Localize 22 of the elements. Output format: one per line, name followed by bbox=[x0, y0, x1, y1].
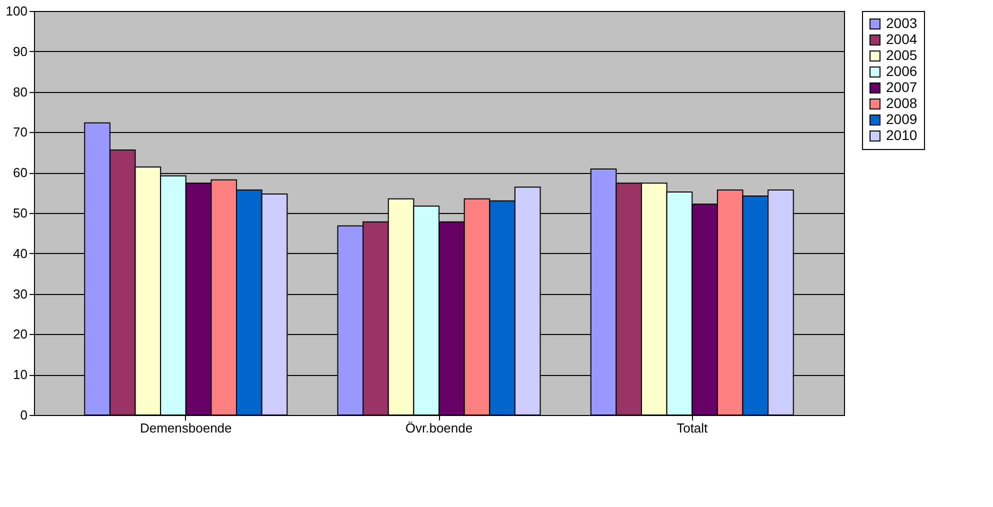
y-tick-label: 90 bbox=[13, 44, 28, 59]
legend-label: 2009 bbox=[886, 111, 918, 127]
legend-label: 2008 bbox=[886, 95, 918, 111]
y-tick-label: 100 bbox=[6, 4, 28, 18]
y-tick-label: 80 bbox=[13, 84, 28, 100]
y-tick-label: 10 bbox=[13, 367, 28, 382]
y-tick-label: 20 bbox=[13, 326, 28, 342]
legend-label: 2005 bbox=[886, 47, 918, 63]
legend-label: 2003 bbox=[886, 15, 918, 31]
legend-label: 2006 bbox=[886, 63, 918, 79]
x-tick-label: Övr.boende bbox=[405, 420, 473, 436]
x-tick-label: Totalt bbox=[676, 420, 708, 436]
y-tick-label: 40 bbox=[13, 246, 28, 261]
y-tick-label: 60 bbox=[13, 165, 28, 180]
x-tick-label: Demensboende bbox=[140, 420, 232, 436]
legend-label: 2010 bbox=[886, 127, 918, 143]
y-tick-label: 30 bbox=[13, 286, 28, 302]
y-tick-label: 0 bbox=[20, 408, 28, 422]
y-tick-label: 50 bbox=[13, 206, 28, 220]
legend-label: 2004 bbox=[886, 31, 918, 47]
y-tick-label: 70 bbox=[13, 124, 28, 140]
legend-label: 2007 bbox=[886, 79, 918, 95]
